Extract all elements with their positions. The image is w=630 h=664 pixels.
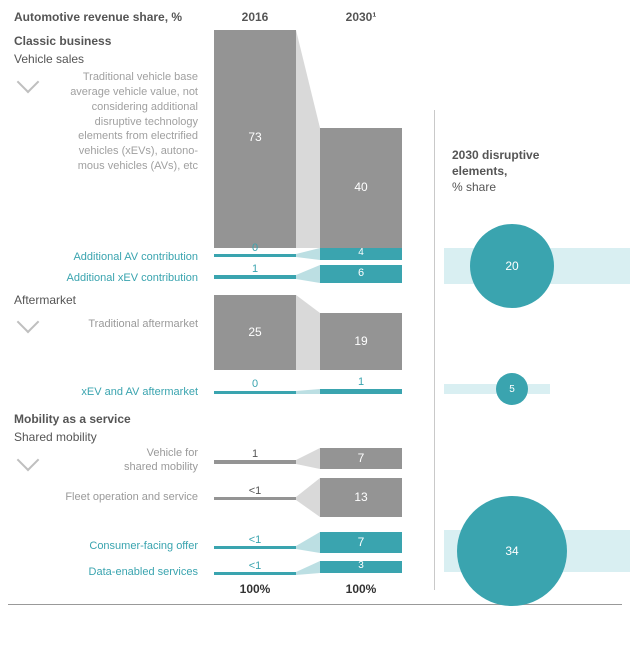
- slope-xev: [296, 265, 320, 283]
- bar-fleet-2016: [214, 497, 296, 500]
- sidebar-divider: [434, 110, 435, 590]
- bar-shared-2016: [214, 460, 296, 464]
- bar-xev-after-2030: [320, 389, 402, 394]
- label-data-svc: Data-enabled services: [14, 566, 198, 578]
- val-trad-after-2016: 25: [214, 325, 296, 339]
- bubble-20-val: 20: [505, 259, 518, 273]
- chevron-down-icon-2: [17, 311, 40, 334]
- bottom-rule: [8, 604, 622, 605]
- label-av-contrib: Additional AV contribution: [14, 251, 198, 263]
- subsection-vehicle-sales: Vehicle sales: [14, 52, 84, 66]
- subsection-aftermarket: Aftermarket: [14, 293, 76, 307]
- bubble-5-val: 5: [509, 384, 515, 395]
- bubble-20: 20: [470, 224, 554, 308]
- bubble-34-val: 34: [505, 544, 518, 558]
- subsection-shared: Shared mobility: [14, 430, 97, 444]
- bar-trad-after-2030-wrap: 19: [320, 295, 402, 370]
- bubble-5: 5: [496, 373, 528, 405]
- chevron-down-icon: [17, 71, 40, 94]
- val-fleet-2016: <1: [214, 485, 296, 497]
- footer-100-2030: 100%: [320, 582, 402, 596]
- chevron-down-icon-3: [17, 449, 40, 472]
- bar-data-2016: [214, 572, 296, 575]
- bar-trad-after-2016: 25: [214, 295, 296, 370]
- val-consumer-2030: 7: [320, 535, 402, 549]
- slope-xev-after: [296, 388, 320, 394]
- bar-av-2016: [214, 254, 296, 257]
- bar-data-2030: 3: [320, 561, 402, 573]
- sidebar-subtitle: % share: [452, 180, 592, 196]
- val-xev-2016: 1: [214, 263, 296, 275]
- val-av-2016: 0: [214, 242, 296, 254]
- bubble-34: 34: [457, 496, 567, 606]
- vehicle-sales-description: Traditional vehicle base average vehicle…: [50, 70, 198, 174]
- label-fleet: Fleet operation and service: [14, 491, 198, 503]
- bar-fleet-2030: 13: [320, 478, 402, 517]
- bar-xev-2016: [214, 275, 296, 279]
- val-xev-after-2016: 0: [214, 378, 296, 390]
- section-maas: Mobility as a service: [14, 412, 131, 426]
- val-consumer-2016: <1: [214, 534, 296, 546]
- slope-av: [296, 248, 320, 260]
- val-data-2016: <1: [214, 560, 296, 572]
- bar-av-2030: 4: [320, 248, 402, 260]
- val-shared-2030: 7: [320, 451, 402, 465]
- val-xev-2030: 6: [320, 267, 402, 279]
- col-2016-label: 2016: [214, 10, 296, 24]
- val-trad-after-2030: 19: [320, 334, 402, 348]
- val-trad-vehicle-2030: 40: [320, 180, 402, 194]
- slope-data: [296, 561, 320, 575]
- bar-shared-2030: 7: [320, 448, 402, 469]
- section-classic: Classic business: [14, 34, 111, 48]
- label-shared-vehicle: Vehicle for shared mobility: [62, 447, 198, 475]
- label-trad-after: Traditional aftermarket: [44, 318, 198, 330]
- val-trad-vehicle-2016: 73: [214, 130, 296, 144]
- label-xev-contrib: Additional xEV contribution: [14, 272, 198, 284]
- slope-trad-after: [296, 295, 320, 370]
- val-data-2030: 3: [320, 560, 402, 571]
- label-xev-after: xEV and AV aftermarket: [14, 386, 198, 398]
- slope-consumer: [296, 532, 320, 553]
- chart-title: Automotive revenue share, %: [14, 10, 182, 24]
- bar-xev-after-2016: [214, 391, 296, 394]
- footer-100-2016: 100%: [214, 582, 296, 596]
- slope-trad-vehicle: [296, 30, 320, 248]
- bar-xev-2030: 6: [320, 265, 402, 283]
- slope-fleet: [296, 478, 320, 517]
- bar-trad-vehicle-2016: 73: [214, 30, 296, 248]
- val-av-2030: 4: [320, 247, 402, 258]
- val-xev-after-2030: 1: [320, 376, 402, 388]
- val-fleet-2030: 13: [320, 490, 402, 504]
- bar-trad-vehicle-2030-wrap: 40: [320, 30, 402, 248]
- val-shared-2016: 1: [214, 448, 296, 460]
- col-2030-label: 2030¹: [320, 10, 402, 24]
- bar-consumer-2016: [214, 546, 296, 549]
- slope-shared: [296, 448, 320, 469]
- bar-consumer-2030: 7: [320, 532, 402, 553]
- sidebar-title: 2030 disruptive elements,: [452, 148, 592, 179]
- infographic-canvas: Automotive revenue share, % 2016 2030¹ C…: [0, 0, 630, 664]
- label-consumer: Consumer-facing offer: [14, 540, 198, 552]
